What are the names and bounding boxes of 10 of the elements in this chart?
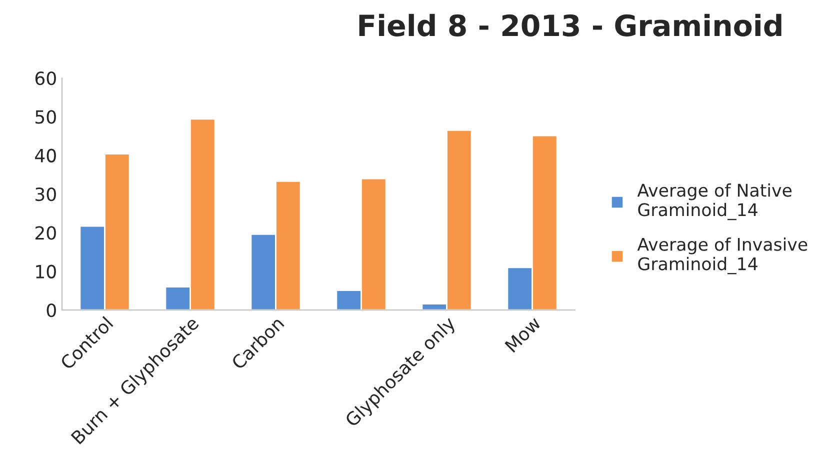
y-tick-label: 50 — [36, 110, 56, 124]
legend-label: Average of Native Graminoid_14 — [637, 183, 792, 220]
legend-label: Average of Invasive Graminoid_14 — [637, 237, 808, 274]
chart-title: Field 8 - 2013 - Graminoid — [359, 14, 782, 36]
y-tick-label: 10 — [36, 264, 56, 278]
y-tick-label: 20 — [35, 226, 56, 240]
y-tick-label: 30 — [36, 187, 56, 202]
y-tick-label: 60 — [35, 71, 56, 86]
y-tick-label: 0 — [46, 303, 56, 318]
y-tick-label: 40 — [35, 148, 56, 162]
